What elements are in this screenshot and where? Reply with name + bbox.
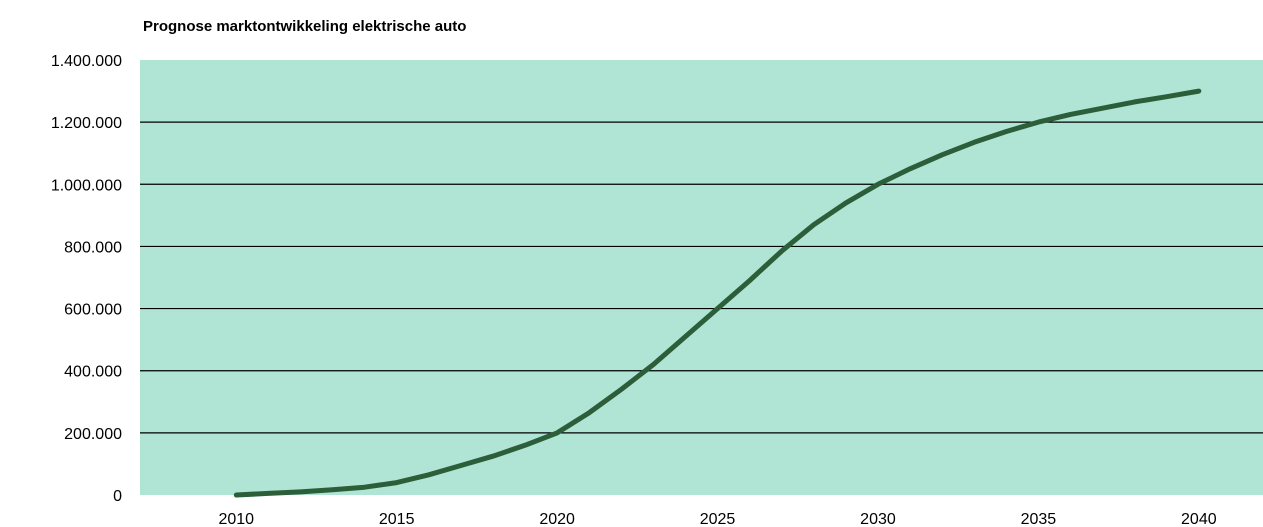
y-tick-label: 400.000 — [64, 364, 122, 381]
y-tick-label: 1.200.000 — [51, 115, 122, 132]
y-tick-label: 0 — [113, 488, 122, 505]
x-tick-label: 2025 — [700, 511, 736, 527]
chart-title: Prognose marktontwikkeling elektrische a… — [143, 18, 467, 35]
gridlines — [140, 121, 1263, 434]
y-tick-label: 200.000 — [64, 426, 122, 443]
x-tick-label: 2010 — [218, 511, 254, 527]
y-tick-label: 600.000 — [64, 302, 122, 319]
y-tick-label: 800.000 — [64, 239, 122, 256]
x-tick-label: 2040 — [1181, 511, 1217, 527]
plot-background — [140, 60, 1263, 495]
x-tick-label: 2035 — [1021, 511, 1057, 527]
x-axis-ticks: 2010 2015 2020 2025 2030 2035 2040 — [218, 511, 1216, 527]
x-tick-label: 2020 — [539, 511, 575, 527]
y-axis-ticks: 0 200.000 400.000 600.000 800.000 1.000.000 1.… — [51, 53, 122, 505]
y-tick-label: 1.400.000 — [51, 53, 122, 70]
series-line — [233, 88, 1202, 498]
x-tick-label: 2015 — [379, 511, 415, 527]
y-tick-label: 1.000.000 — [51, 177, 122, 194]
x-tick-label: 2030 — [860, 511, 896, 527]
